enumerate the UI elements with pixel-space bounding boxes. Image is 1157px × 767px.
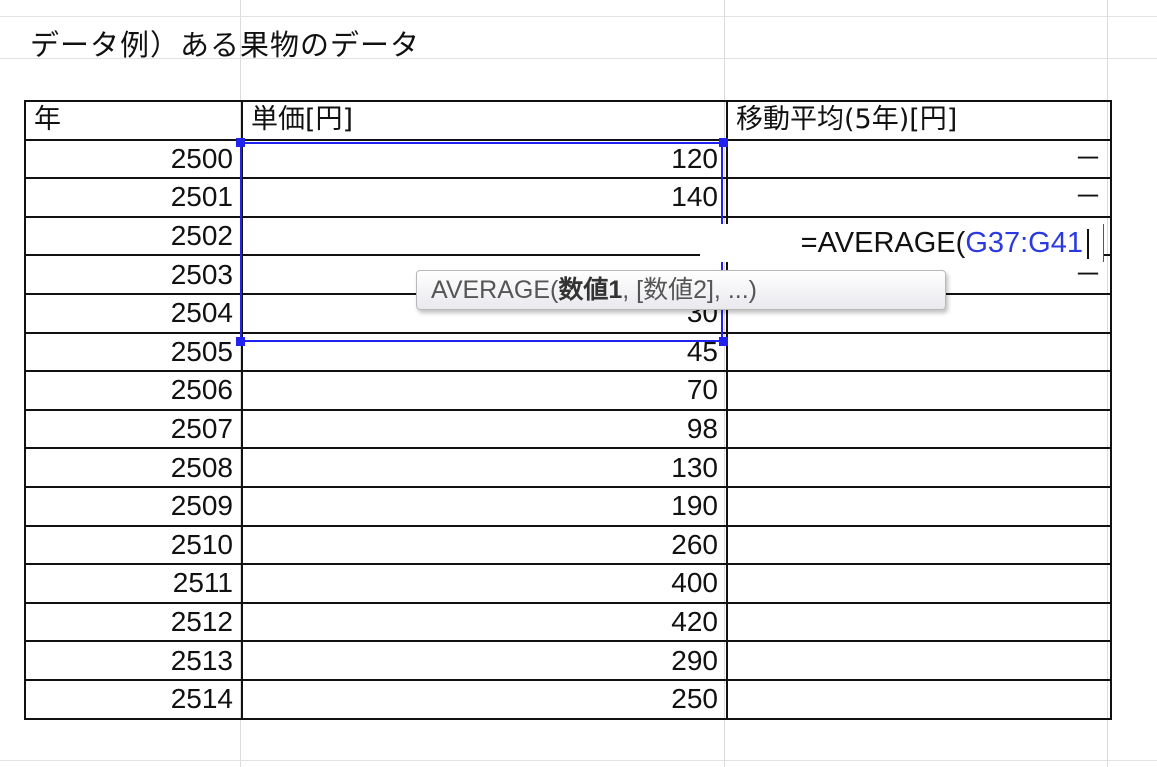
formula-edit-cell[interactable]: =AVERAGE(G37:G41: [700, 224, 1104, 262]
price-cell[interactable]: 250: [241, 678, 728, 720]
table-row: 2505 45: [24, 331, 1112, 373]
formula-text: =AVERAGE(: [800, 227, 966, 259]
text-caret: [1087, 229, 1089, 260]
moving-average-cell[interactable]: [726, 370, 1112, 411]
price-cell[interactable]: 120: [241, 138, 728, 180]
header-price[interactable]: 単価[円]: [241, 100, 728, 141]
table-row: 2513 290: [24, 640, 1112, 681]
price-cell[interactable]: 190: [241, 485, 728, 527]
price-cell[interactable]: 400: [241, 563, 728, 604]
moving-average-cell[interactable]: [726, 447, 1112, 488]
price-cell[interactable]: 45: [241, 331, 728, 373]
year-cell[interactable]: 2502: [24, 215, 243, 257]
table-row: 2512 420: [24, 601, 1112, 643]
moving-average-cell[interactable]: [726, 408, 1112, 450]
price-cell[interactable]: 30: [241, 292, 728, 334]
year-cell[interactable]: 2500: [24, 138, 243, 180]
moving-average-cell[interactable]: [726, 640, 1112, 681]
header-year[interactable]: 年: [24, 100, 243, 141]
price-cell[interactable]: 98: [241, 408, 728, 450]
range-handle[interactable]: [236, 337, 245, 346]
year-cell[interactable]: 2512: [24, 601, 243, 643]
moving-average-cell[interactable]: [726, 524, 1112, 566]
function-tooltip: AVERAGE(数値1, [数値2], ...): [416, 270, 946, 310]
moving-average-cell[interactable]: －: [726, 138, 1112, 180]
formula-range-ref: G37:G41: [965, 227, 1083, 259]
table-row: 2506 70: [24, 370, 1112, 411]
table-row: 2514 250: [24, 678, 1112, 720]
range-handle[interactable]: [236, 138, 245, 147]
year-cell[interactable]: 2501: [24, 177, 243, 218]
price-cell[interactable]: 70: [241, 370, 728, 411]
sheet-title-cell[interactable]: データ例）ある果物のデータ: [30, 28, 421, 62]
table-row: 2501 140 －: [24, 177, 1112, 218]
year-cell[interactable]: 2503: [24, 254, 243, 295]
gridline: [0, 58, 1157, 59]
year-cell[interactable]: 2504: [24, 292, 243, 334]
moving-average-cell[interactable]: [726, 678, 1112, 720]
moving-average-cell[interactable]: [726, 485, 1112, 527]
table-row: 2508 130: [24, 447, 1112, 488]
tooltip-rest: , [数値2], ...): [622, 276, 757, 304]
price-cell[interactable]: 290: [241, 640, 728, 681]
year-cell[interactable]: 2514: [24, 678, 243, 720]
year-cell[interactable]: 2507: [24, 408, 243, 450]
year-cell[interactable]: 2505: [24, 331, 243, 373]
year-cell[interactable]: 2513: [24, 640, 243, 681]
table-row: 2507 98: [24, 408, 1112, 450]
gridline: [0, 16, 1157, 17]
price-cell[interactable]: 140: [241, 177, 728, 218]
header-row: 年 単価[円] 移動平均(5年)[円]: [24, 100, 1112, 141]
moving-average-cell[interactable]: [726, 601, 1112, 643]
year-cell[interactable]: 2511: [24, 563, 243, 604]
range-handle[interactable]: [719, 337, 728, 346]
year-cell[interactable]: 2506: [24, 370, 243, 411]
moving-average-cell[interactable]: [726, 331, 1112, 373]
header-moving-average[interactable]: 移動平均(5年)[円]: [726, 100, 1112, 141]
tooltip-function: AVERAGE(: [431, 276, 559, 304]
year-cell[interactable]: 2508: [24, 447, 243, 488]
table-row: 2509 190: [24, 485, 1112, 527]
price-cell[interactable]: 260: [241, 524, 728, 566]
moving-average-cell[interactable]: [726, 563, 1112, 604]
price-cell[interactable]: [241, 215, 728, 257]
year-cell[interactable]: 2509: [24, 485, 243, 527]
table-row: 2511 400: [24, 563, 1112, 604]
data-table: 年 単価[円] 移動平均(5年)[円] 2500 120 － 2501 140 － 2502…: [24, 100, 1112, 720]
table-row: 2510 260: [24, 524, 1112, 566]
price-cell[interactable]: 420: [241, 601, 728, 643]
range-handle[interactable]: [719, 138, 728, 147]
price-cell[interactable]: 130: [241, 447, 728, 488]
year-cell[interactable]: 2510: [24, 524, 243, 566]
moving-average-cell[interactable]: －: [726, 177, 1112, 218]
gridline: [0, 760, 1157, 761]
table-row: 2500 120 －: [24, 138, 1112, 180]
tooltip-arg1[interactable]: 数値1: [558, 276, 623, 304]
